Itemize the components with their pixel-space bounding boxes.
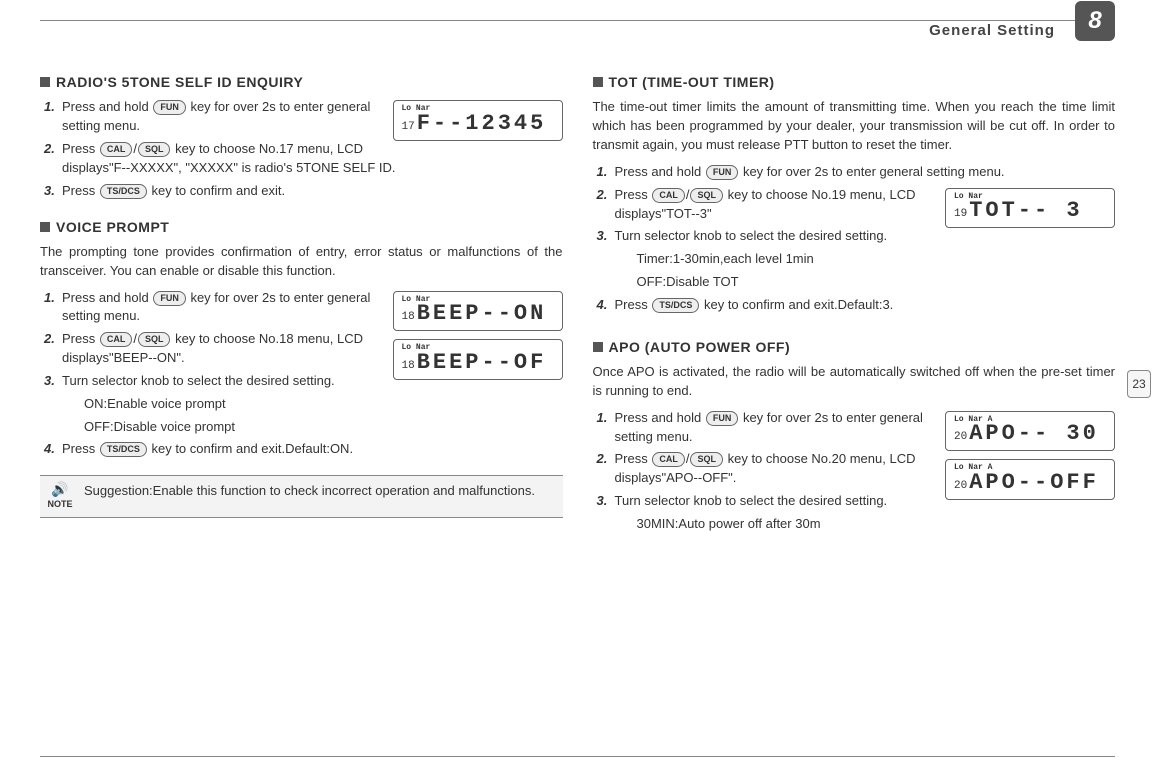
step-item: Turn selector knob to select the desired… — [597, 227, 1116, 292]
section-title-voice: VOICE PROMPT — [40, 217, 563, 237]
cal-key-icon: CAL — [100, 142, 133, 157]
step-item: Press and hold FUN key for over 2s to en… — [597, 163, 1116, 182]
tsdcs-key-icon: TS/DCS — [100, 184, 147, 199]
section-title-apo: APO (AUTO POWER OFF) — [593, 337, 1116, 357]
lcd-menu-num: 19 — [954, 207, 967, 223]
apo-desc: Once APO is activated, the radio will be… — [593, 363, 1116, 401]
note-box: 🔊 NOTE Suggestion:Enable this function t… — [40, 475, 563, 518]
section-title-text: APO (AUTO POWER OFF) — [609, 337, 791, 357]
chapter-badge: 8 — [1075, 1, 1115, 41]
footer-rule — [40, 756, 1115, 757]
step-text: Press — [62, 441, 99, 456]
fun-key-icon: FUN — [153, 291, 186, 306]
fun-key-icon: FUN — [706, 165, 739, 180]
steps-5tone: Press and hold FUN key for over 2s to en… — [44, 98, 563, 200]
sql-key-icon: SQL — [138, 142, 171, 157]
section-title-text: TOT (TIME-OUT TIMER) — [609, 72, 775, 92]
bullet-icon — [593, 77, 603, 87]
step-text: Turn selector knob to select the desired… — [62, 373, 335, 388]
steps-voice: Press and hold FUN key for over 2s to en… — [44, 289, 563, 460]
bullet-icon — [40, 77, 50, 87]
steps-apo: Press and hold FUN key for over 2s to en… — [597, 409, 1116, 534]
step-item: Press CAL/SQL key to choose No.20 menu, … — [597, 450, 1116, 488]
fun-key-icon: FUN — [706, 411, 739, 426]
step-text: Press and hold — [62, 99, 152, 114]
step-item: Press TS/DCS key to confirm and exit.Def… — [44, 440, 563, 459]
step-text: Press — [615, 297, 652, 312]
step-text: Turn selector knob to select the desired… — [615, 493, 888, 508]
top-bar: General Setting 8 — [40, 20, 1115, 50]
step-sub: OFF:Disable TOT — [637, 273, 1116, 292]
step-text: Press — [615, 187, 652, 202]
step-sub: Timer:1-30min,each level 1min — [637, 250, 1116, 269]
step-item: Turn selector knob to select the desired… — [597, 492, 1116, 534]
step-text: Press — [615, 451, 652, 466]
section-title-tot: TOT (TIME-OUT TIMER) — [593, 72, 1116, 92]
step-text: Press — [62, 183, 99, 198]
bullet-icon — [593, 342, 603, 352]
section-title-5tone: RADIO'S 5TONE SELF ID ENQUIRY — [40, 72, 563, 92]
step-item: Turn selector knob to select the desired… — [44, 372, 563, 437]
step-item: Press CAL/SQL key to choose No.17 menu, … — [44, 140, 563, 178]
step-text: key to confirm and exit.Default:ON. — [148, 441, 353, 456]
side-page-tab: 23 — [1127, 370, 1151, 398]
steps-tot: Press and hold FUN key for over 2s to en… — [597, 163, 1116, 315]
cal-key-icon: CAL — [652, 452, 685, 467]
section-title-text: RADIO'S 5TONE SELF ID ENQUIRY — [56, 72, 303, 92]
step-item: Press TS/DCS key to confirm and exit. — [44, 182, 563, 201]
step-item: Press and hold FUN key for over 2s to en… — [597, 409, 1116, 447]
sql-key-icon: SQL — [138, 332, 171, 347]
fun-key-icon: FUN — [153, 100, 186, 115]
cal-key-icon: CAL — [100, 332, 133, 347]
step-sub: ON:Enable voice prompt — [84, 395, 563, 414]
bullet-icon — [40, 222, 50, 232]
step-sub: 30MIN:Auto power off after 30m — [637, 515, 1116, 534]
sql-key-icon: SQL — [690, 452, 723, 467]
step-sub: OFF:Disable voice prompt — [84, 418, 563, 437]
note-text: Suggestion:Enable this function to check… — [84, 482, 535, 501]
left-column: RADIO'S 5TONE SELF ID ENQUIRY Lo Nar 17 … — [40, 60, 563, 538]
voice-desc: The prompting tone provides confirmation… — [40, 243, 563, 281]
sql-key-icon: SQL — [690, 188, 723, 203]
step-text: key to confirm and exit. — [148, 183, 285, 198]
step-item: Press and hold FUN key for over 2s to en… — [44, 289, 563, 327]
section-title-text: VOICE PROMPT — [56, 217, 169, 237]
breadcrumb: General Setting — [929, 20, 1055, 42]
step-text: Turn selector knob to select the desired… — [615, 228, 888, 243]
speaker-icon: 🔊 — [51, 482, 68, 496]
step-text: key for over 2s to enter general setting… — [739, 164, 1004, 179]
step-text: Press and hold — [615, 410, 705, 425]
tot-desc: The time-out timer limits the amount of … — [593, 98, 1116, 155]
step-text: key to confirm and exit.Default:3. — [700, 297, 893, 312]
right-column: TOT (TIME-OUT TIMER) The time-out timer … — [593, 60, 1116, 538]
lcd-text: TOT-- 3 — [969, 200, 1082, 222]
cal-key-icon: CAL — [652, 188, 685, 203]
tsdcs-key-icon: TS/DCS — [652, 298, 699, 313]
tsdcs-key-icon: TS/DCS — [100, 442, 147, 457]
step-item: Lo Nar 19 TOT-- 3 Press CAL/SQL key to c… — [597, 186, 1116, 224]
step-item: Press TS/DCS key to confirm and exit.Def… — [597, 296, 1116, 315]
step-item: Press CAL/SQL key to choose No.18 menu, … — [44, 330, 563, 368]
step-text: Press and hold — [615, 164, 705, 179]
step-item: Press and hold FUN key for over 2s to en… — [44, 98, 563, 136]
step-text: Press — [62, 141, 99, 156]
step-text: Press and hold — [62, 290, 152, 305]
note-label: NOTE — [47, 498, 72, 511]
step-text: Press — [62, 331, 99, 346]
